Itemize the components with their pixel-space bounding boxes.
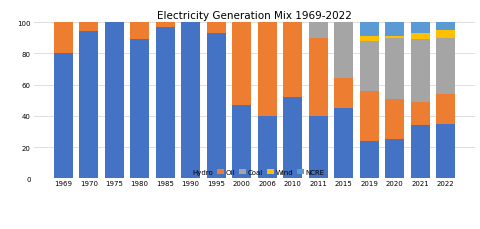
Bar <box>283 98 302 179</box>
Bar <box>156 23 175 27</box>
Bar <box>206 34 226 179</box>
Bar <box>385 37 404 38</box>
Bar <box>232 105 251 179</box>
Bar <box>258 116 276 179</box>
Bar <box>309 38 328 116</box>
Bar <box>130 23 149 40</box>
Bar <box>54 23 73 54</box>
Title: Electricity Generation Mix 1969-2022: Electricity Generation Mix 1969-2022 <box>157 11 352 21</box>
Bar <box>181 23 200 179</box>
Bar <box>334 109 353 179</box>
Bar <box>283 23 302 98</box>
Bar <box>436 31 455 38</box>
Bar <box>436 124 455 179</box>
Bar <box>385 38 404 99</box>
Bar <box>334 23 353 79</box>
Bar <box>334 79 353 109</box>
Bar <box>79 32 98 179</box>
Bar <box>360 23 379 37</box>
Bar <box>410 34 430 40</box>
Bar <box>360 37 379 42</box>
Bar <box>410 40 430 102</box>
Bar <box>360 141 379 179</box>
Bar <box>79 23 98 32</box>
Bar <box>436 95 455 124</box>
Bar <box>410 102 430 126</box>
Bar <box>232 23 251 105</box>
Bar <box>385 140 404 179</box>
Bar <box>258 23 276 116</box>
Bar <box>130 40 149 179</box>
Bar <box>385 23 404 37</box>
Bar <box>360 91 379 141</box>
Bar <box>156 27 175 179</box>
Legend: Hydro, Oil, Coal, Wind, NCRE: Hydro, Oil, Coal, Wind, NCRE <box>181 167 328 178</box>
Bar <box>410 126 430 179</box>
Bar <box>309 23 328 38</box>
Bar <box>410 23 430 34</box>
Bar <box>309 116 328 179</box>
Bar <box>436 23 455 31</box>
Bar <box>360 42 379 91</box>
Bar <box>385 99 404 140</box>
Bar <box>436 38 455 95</box>
Bar <box>105 23 124 179</box>
Bar <box>206 23 226 34</box>
Bar <box>54 54 73 179</box>
